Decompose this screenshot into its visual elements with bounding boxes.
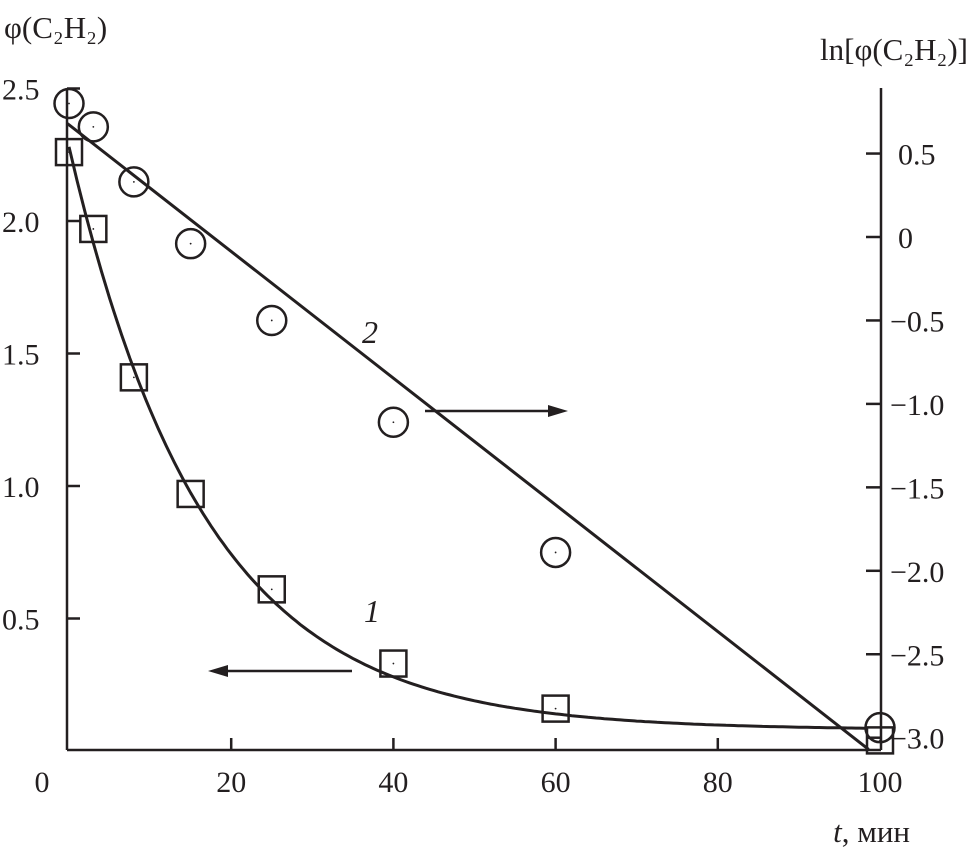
series-2-point [118,166,150,198]
series-2-point [174,227,207,260]
data-points [53,87,896,755]
point-center-dot [392,662,395,665]
series-1-point [257,575,286,604]
axes [65,88,883,752]
series-1-point [54,137,84,167]
series-1-point [79,214,108,244]
series-1-point [176,479,205,509]
point-center-dot [189,242,192,245]
y-right-tick-label: −2.0 [890,556,944,589]
y-right-tick-label: 0 [898,222,913,255]
y-left-tick-label: 2.0 [2,206,40,239]
series-1-arrowhead [208,665,228,677]
point-center-dot [270,319,273,322]
point-center-dot [68,151,70,154]
series-2-point [539,536,572,569]
series-2-arrowhead [548,405,568,417]
x-tick-label: 100 [858,766,903,799]
point-center-dot [879,739,881,742]
x-axis-unit: , мин [842,814,910,849]
series-1-label: 1 [364,593,380,629]
point-center-dot [270,588,273,591]
point-center-dot [879,726,881,729]
point-center-dot [68,102,70,105]
series-2-point [53,87,85,120]
arrows [208,405,568,677]
y-left-tick-label: 1.0 [2,471,40,504]
x-axis-variable: t [833,814,843,849]
y-right-tick-label: −1.5 [890,472,944,505]
y-right-tick-label: −0.5 [890,305,944,338]
series-1-point [379,649,408,678]
point-center-dot [132,376,135,379]
y-right-axis-title: ln[φ(C₂H₂)] [820,32,968,67]
point-center-dot [132,181,135,183]
y-right-tick-label: −2.5 [890,639,944,672]
x-tick-label: 40 [378,766,408,799]
x-tick-label: 80 [703,766,733,799]
y-left-tick-label: 0.5 [2,604,40,637]
series-2-label: 2 [362,314,378,350]
ticks: 0 20 40 60 80 100 0.5 1.0 1.5 2.0 2.5 0.5 0 −0.5 −1.0 −… [2,74,944,800]
x-tick-label: 0 [35,766,50,799]
y-left-tick-label: 1.5 [2,339,40,372]
y-right-tick-label: 0.5 [898,139,936,172]
y-right-tick-label: −1.0 [890,389,944,422]
series-2-point [864,711,896,744]
series-2-point [256,304,288,337]
series-2-fit-line [66,122,870,751]
point-center-dot [92,228,95,230]
series-2-point [377,406,410,439]
point-center-dot [554,551,557,554]
x-tick-label: 20 [216,766,246,799]
x-axis-title: t, мин [833,814,910,849]
point-center-dot [92,125,95,128]
point-center-dot [554,707,557,710]
series-1-point [119,363,149,392]
point-center-dot [392,421,395,424]
series-1-fit-curve [67,146,868,730]
y-right-tick-label: −3.0 [890,723,944,756]
point-center-dot [189,493,192,495]
fit-curves [66,122,870,751]
series-2-point [77,111,110,143]
y-left-tick-label: 2.5 [2,74,40,107]
series-1-point [541,694,570,723]
y-left-axis-title: φ(C₂H₂) [4,10,107,45]
x-tick-label: 60 [541,766,571,799]
